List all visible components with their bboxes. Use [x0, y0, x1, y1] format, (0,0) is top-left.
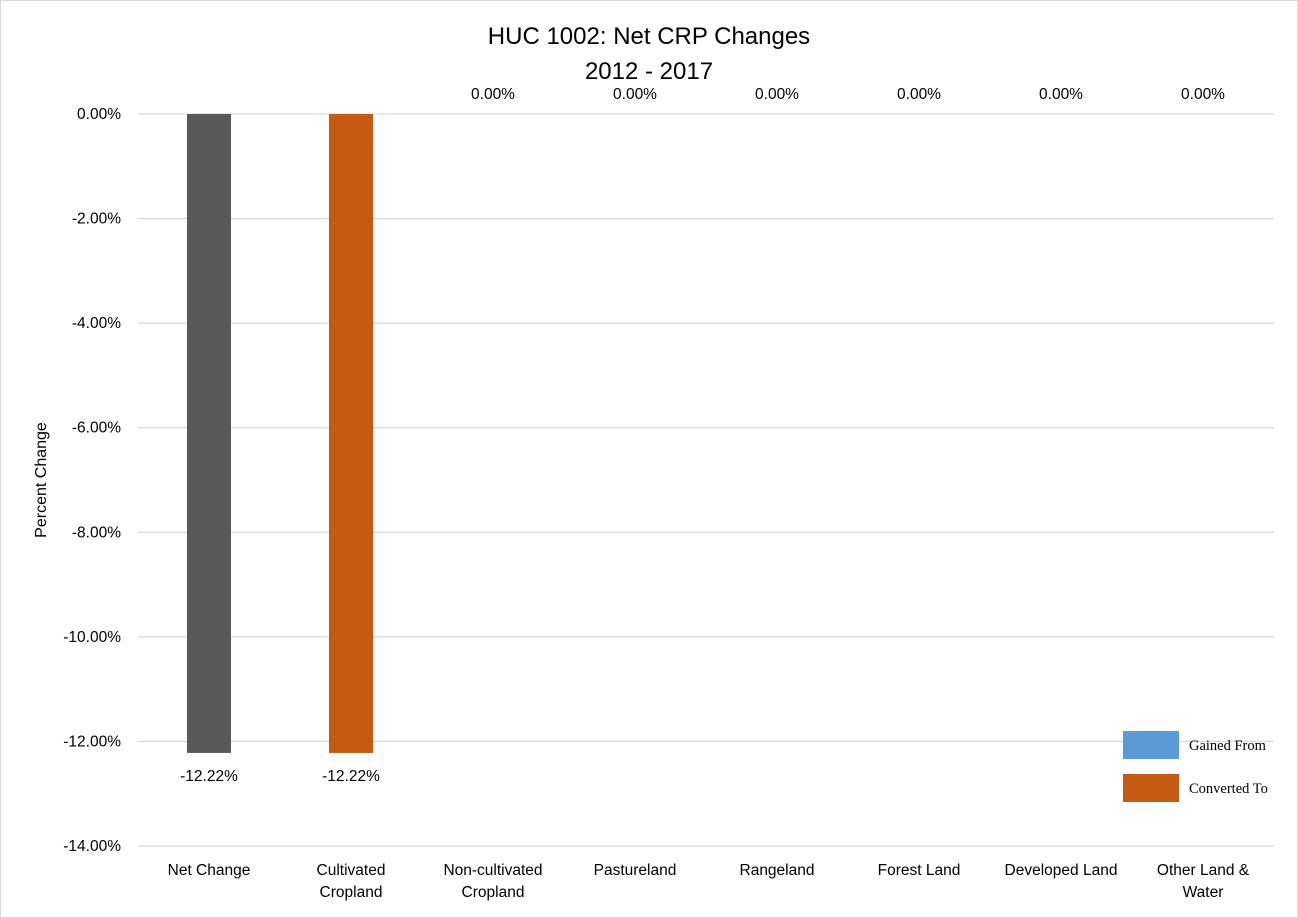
- y-tick-label: -10.00%: [63, 629, 121, 646]
- x-category-label-line: Developed Land: [1005, 862, 1118, 879]
- y-axis-ticks: 0.00% -2.00% -4.00% -6.00% -8.00% -10.00% -12.…: [63, 106, 121, 855]
- legend-label: Converted To: [1189, 781, 1268, 797]
- y-tick-label: -12.00%: [63, 733, 121, 750]
- data-label: 0.00%: [897, 86, 941, 103]
- x-axis-categories: Net Change Cultivated CroplandNon-cultivat…: [168, 862, 1250, 901]
- x-category-label-line: Water: [1183, 884, 1224, 901]
- x-category-label-line: Cropland: [462, 884, 525, 901]
- data-label: -12.22%: [322, 768, 380, 785]
- data-labels: -12.22% -12.22% 0.00% 0.00% 0.00% 0.00% 0.00% 0…: [180, 86, 1225, 785]
- x-category-label: Rangeland: [740, 862, 815, 879]
- bar: [329, 114, 373, 753]
- x-category-label: Pastureland: [594, 862, 677, 879]
- bar: [187, 114, 231, 753]
- chart-title: HUC 1002: Net CRP Changes: [488, 23, 810, 50]
- y-axis-label: Percent Change: [33, 422, 50, 538]
- data-label: 0.00%: [613, 86, 657, 103]
- chart-subtitle: 2012 - 2017: [585, 58, 713, 85]
- x-category-label-line: Cropland: [320, 884, 383, 901]
- x-category-label-line: Cultivated: [317, 862, 386, 879]
- x-category-label-line: Forest Land: [878, 862, 961, 879]
- x-category-label-line: Non-cultivated: [443, 862, 542, 879]
- x-category-label-line: Net Change: [168, 862, 251, 879]
- data-label: 0.00%: [1039, 86, 1083, 103]
- gridlines: [138, 113, 1274, 847]
- legend-label: Gained From: [1189, 738, 1267, 754]
- legend: Gained From Converted To: [1123, 731, 1268, 802]
- x-category-label: Forest Land: [878, 862, 961, 879]
- y-tick-label: -2.00%: [72, 211, 121, 228]
- y-tick-label: 0.00%: [77, 106, 121, 123]
- data-label: 0.00%: [471, 86, 515, 103]
- x-category-label: Net Change: [168, 862, 251, 879]
- legend-swatch: [1123, 731, 1179, 759]
- x-category-label: Non-cultivated Cropland: [443, 862, 542, 901]
- x-category-label: Cultivated Cropland: [317, 862, 386, 901]
- y-tick-label: -4.00%: [72, 315, 121, 332]
- x-category-label-line: Other Land &: [1157, 862, 1250, 879]
- data-label: -12.22%: [180, 768, 238, 785]
- data-label: 0.00%: [755, 86, 799, 103]
- data-label: 0.00%: [1181, 86, 1225, 103]
- y-tick-label: -14.00%: [63, 838, 121, 855]
- y-tick-label: -8.00%: [72, 524, 121, 541]
- x-category-label: Developed Land: [1005, 862, 1118, 879]
- x-category-label-line: Rangeland: [740, 862, 815, 879]
- y-tick-label: -6.00%: [72, 420, 121, 437]
- x-category-label: Other Land & Water: [1157, 862, 1250, 901]
- legend-swatch: [1123, 774, 1179, 802]
- bars: [187, 114, 373, 753]
- x-category-label-line: Pastureland: [594, 862, 677, 879]
